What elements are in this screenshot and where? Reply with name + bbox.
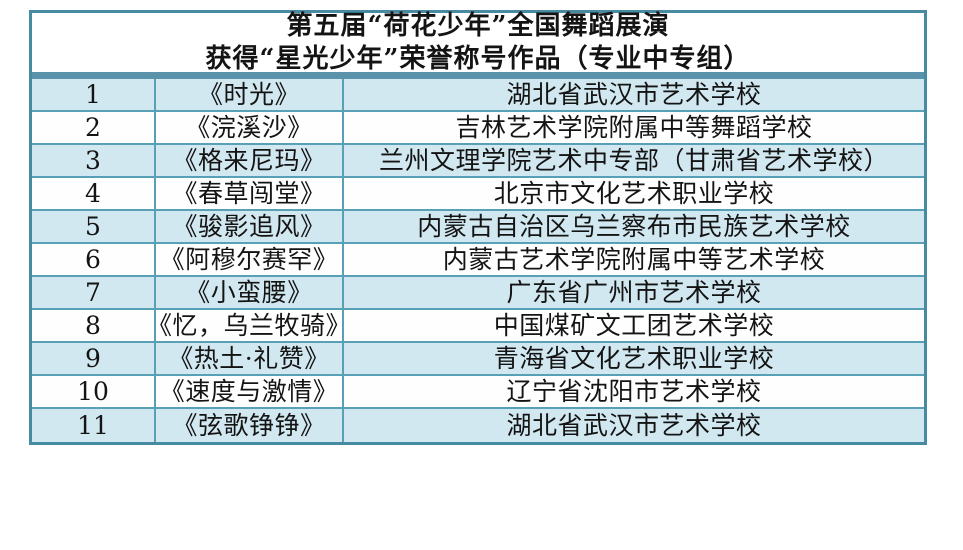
work-title: 《时光》: [156, 79, 344, 110]
row-number: 9: [32, 343, 156, 374]
school-name: 吉林艺术学院附属中等舞蹈学校: [455, 113, 813, 142]
school-name: 中国煤矿文工团艺术学校: [493, 311, 775, 340]
school-name: 青海省文化艺术职业学校: [493, 344, 775, 373]
row-number: 6: [32, 244, 156, 275]
table-row: 7 《小蛮腰》 广东省广州市艺术学校: [32, 277, 924, 310]
school-name: 湖北省武汉市艺术学校: [506, 80, 762, 109]
table-row: 8 《忆，乌兰牧骑》 中国煤矿文工团艺术学校: [32, 310, 924, 343]
school-name: 辽宁省沈阳市艺术学校: [506, 377, 762, 406]
work-title: 《速度与激情》: [156, 376, 344, 407]
school-name: 内蒙古自治区乌兰察布市民族艺术学校: [417, 212, 851, 241]
school-name: 湖北省武汉市艺术学校: [506, 411, 762, 440]
work-title: 《小蛮腰》: [156, 277, 344, 308]
title-line-2: 获得“星光少年”荣誉称号作品（专业中专组）: [205, 43, 751, 74]
school-name: 兰州文理学院艺术中专部（甘肃省艺术学校）: [378, 146, 889, 175]
row-number: 2: [32, 112, 156, 143]
table-row: 1 《时光》 湖北省武汉市艺术学校: [32, 79, 924, 112]
row-number: 8: [32, 310, 156, 341]
row-number: 11: [32, 409, 156, 442]
row-number: 4: [32, 178, 156, 209]
work-title: 《忆，乌兰牧骑》: [156, 310, 344, 341]
table-row: 10 《速度与激情》 辽宁省沈阳市艺术学校: [32, 376, 924, 409]
table-row: 11 《弦歌铮铮》 湖北省武汉市艺术学校: [32, 409, 924, 442]
table-body: 1 《时光》 湖北省武汉市艺术学校 2 《浣溪沙》 吉林艺术学院附属中等舞蹈学校 3 《格来尼…: [32, 79, 924, 442]
row-number: 10: [32, 376, 156, 407]
school-name: 内蒙古艺术学院附属中等艺术学校: [442, 245, 826, 274]
table-row: 9 《热土·礼赞》 青海省文化艺术职业学校: [32, 343, 924, 376]
work-title: 《骏影追风》: [156, 211, 344, 242]
work-title: 《弦歌铮铮》: [156, 409, 344, 442]
table-row: 2 《浣溪沙》 吉林艺术学院附属中等舞蹈学校: [32, 112, 924, 145]
school-name: 广东省广州市艺术学校: [506, 278, 762, 307]
row-number: 3: [32, 145, 156, 176]
work-title: 《格来尼玛》: [156, 145, 344, 176]
table-row: 5 《骏影追风》 内蒙古自治区乌兰察布市民族艺术学校: [32, 211, 924, 244]
table-row: 4 《春草闯堂》 北京市文化艺术职业学校: [32, 178, 924, 211]
row-number: 5: [32, 211, 156, 242]
work-title: 《春草闯堂》: [156, 178, 344, 209]
table-row: 3 《格来尼玛》 兰州文理学院艺术中专部（甘肃省艺术学校）: [32, 145, 924, 178]
row-number: 1: [32, 79, 156, 110]
award-table: 第五届“荷花少年”全国舞蹈展演 获得“星光少年”荣誉称号作品（专业中专组） 1 《…: [29, 10, 927, 445]
work-title: 《热土·礼赞》: [156, 343, 344, 374]
work-title: 《浣溪沙》: [156, 112, 344, 143]
school-name: 北京市文化艺术职业学校: [493, 179, 775, 208]
table-row: 6 《阿穆尔赛罕》 内蒙古艺术学院附属中等艺术学校: [32, 244, 924, 277]
table-title: 第五届“荷花少年”全国舞蹈展演 获得“星光少年”荣誉称号作品（专业中专组）: [32, 10, 924, 79]
row-number: 7: [32, 277, 156, 308]
work-title: 《阿穆尔赛罕》: [156, 244, 344, 275]
title-line-1: 第五届“荷花少年”全国舞蹈展演: [286, 10, 670, 41]
